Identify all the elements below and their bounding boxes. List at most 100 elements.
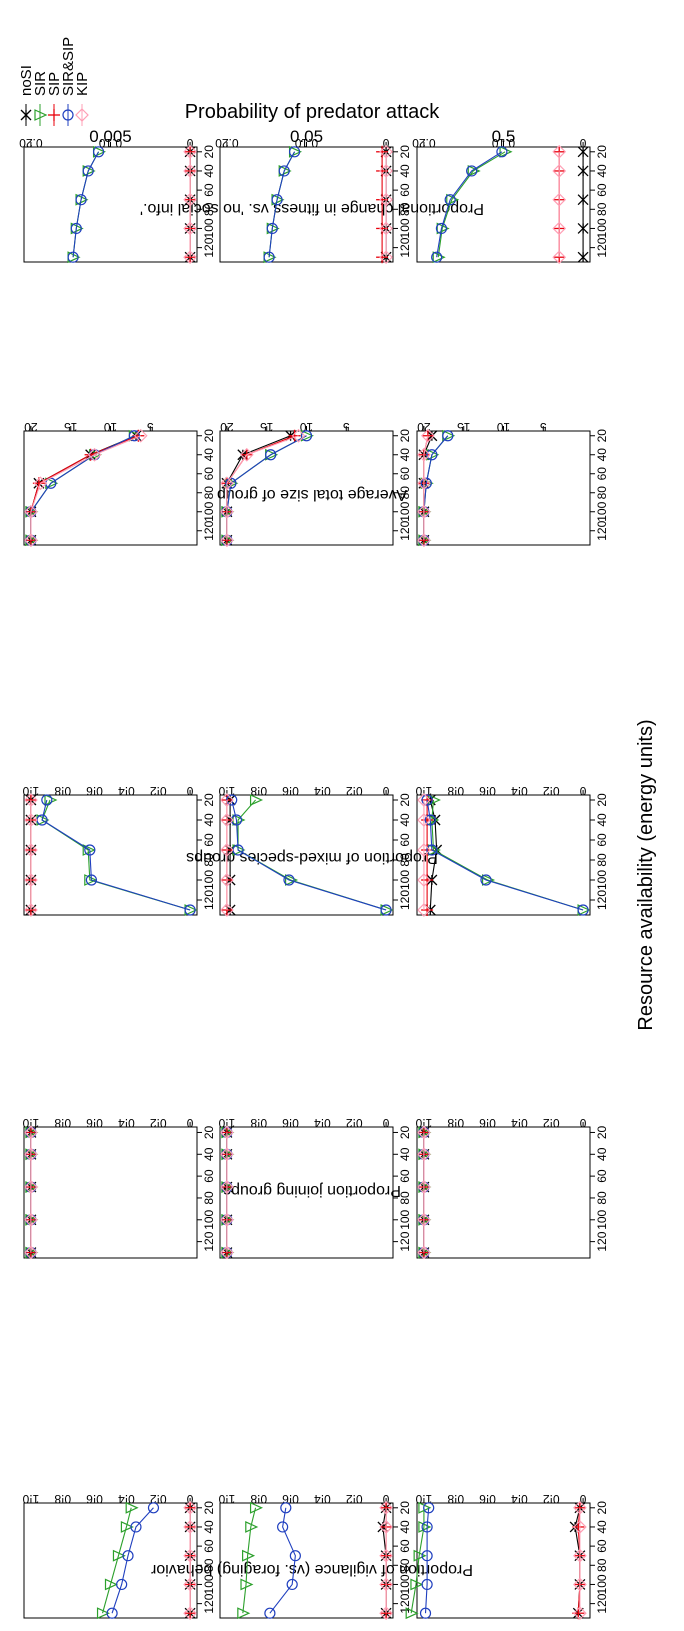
value-tick-label: 0.10 xyxy=(98,136,122,150)
legend-label: noSI xyxy=(18,65,35,96)
value-tick-label: 0 xyxy=(186,1116,193,1130)
value-tick-label: 0.4 xyxy=(511,1492,528,1506)
resource-tick-label: 100 xyxy=(202,1209,216,1229)
value-tick-label: 0.6 xyxy=(86,784,103,798)
data-point xyxy=(417,504,431,519)
data-point xyxy=(421,794,433,806)
resource-tick-label: 20 xyxy=(595,1125,609,1139)
data-point xyxy=(413,1549,427,1562)
data-point xyxy=(112,1549,126,1562)
data-point xyxy=(87,447,102,462)
data-point xyxy=(379,144,393,159)
data-point xyxy=(417,1180,431,1194)
series-line xyxy=(231,799,387,911)
value-tick-label: 0.6 xyxy=(86,1116,103,1130)
resource-tick-label: 120 xyxy=(595,520,609,540)
data-point xyxy=(417,1125,431,1140)
data-point xyxy=(183,1520,197,1534)
series-line xyxy=(431,799,584,911)
value-tick-label: 0.20 xyxy=(412,136,436,150)
resource-tick-label: 100 xyxy=(202,1574,216,1594)
data-point xyxy=(421,1521,433,1533)
resource-tick-label: 80 xyxy=(202,1558,216,1572)
series-line xyxy=(410,1507,425,1614)
shared-x-axis-label: Resource availability (energy units) xyxy=(635,719,657,1030)
value-tick-label: 0.8 xyxy=(447,1116,464,1130)
axis-label-value: Proportion of vigilance (vs. foraging) b… xyxy=(150,1561,473,1578)
legend-label: SIP xyxy=(46,72,63,96)
data-point xyxy=(271,194,283,206)
data-point xyxy=(183,1500,197,1515)
data-point xyxy=(379,250,393,265)
series-line xyxy=(30,435,141,541)
value-tick-label: 5 xyxy=(147,420,154,434)
value-tick-label: 0 xyxy=(382,1492,389,1506)
data-point xyxy=(421,1578,433,1591)
data-point xyxy=(263,251,275,263)
resource-tick-label: 120 xyxy=(595,1231,609,1251)
data-point xyxy=(278,165,290,177)
resource-tick-label: 60 xyxy=(398,833,412,847)
resource-tick-label: 120 xyxy=(398,237,412,257)
data-point xyxy=(496,146,508,158)
value-tick-label: 0 xyxy=(186,136,193,150)
data-point xyxy=(266,222,278,235)
resource-tick-label: 80 xyxy=(202,1191,216,1205)
resource-tick-label: 100 xyxy=(398,501,412,521)
data-point xyxy=(220,476,234,491)
data-point xyxy=(239,447,254,462)
value-tick-label: 0.8 xyxy=(250,1116,267,1130)
resource-tick-label: 60 xyxy=(595,1169,609,1183)
series-line xyxy=(102,1507,132,1614)
resource-tick-label: 60 xyxy=(202,1539,216,1553)
axis-label-value: Proportion joining groups xyxy=(223,1182,401,1199)
value-tick-label: 1.0 xyxy=(218,1116,235,1130)
series-line xyxy=(41,799,191,911)
data-point xyxy=(220,903,234,917)
data-point xyxy=(431,251,443,263)
data-point xyxy=(84,844,96,856)
data-point xyxy=(480,874,492,886)
value-tick-label: 1.0 xyxy=(22,784,39,798)
resource-tick-label: 120 xyxy=(202,890,216,910)
resource-tick-label: 100 xyxy=(595,1209,609,1229)
data-point xyxy=(417,903,431,917)
data-point xyxy=(84,874,98,886)
resource-tick-label: 100 xyxy=(595,501,609,521)
data-point xyxy=(183,144,197,159)
data-point xyxy=(220,793,234,807)
stratum-label: 0.5 xyxy=(492,127,516,146)
plot-layer: 0.005 0.05 0.5 Proportion of vigilance (vs.… xyxy=(19,127,609,1621)
data-point xyxy=(426,449,438,461)
series-line xyxy=(423,435,429,541)
data-point xyxy=(420,477,432,489)
data-point xyxy=(116,1578,128,1591)
data-point xyxy=(125,1501,139,1514)
series-line xyxy=(268,151,296,258)
data-point xyxy=(573,1606,587,1621)
data-point xyxy=(277,1521,289,1533)
resource-tick-label: 120 xyxy=(202,237,216,257)
value-tick-label: 0.4 xyxy=(511,784,528,798)
data-point xyxy=(379,164,393,178)
resource-tick-label: 40 xyxy=(398,164,412,178)
resource-tick-label: 120 xyxy=(595,1593,609,1613)
resource-tick-label: 60 xyxy=(398,1169,412,1183)
series-line xyxy=(41,799,191,911)
resource-tick-label: 20 xyxy=(202,1125,216,1139)
data-point xyxy=(418,1521,432,1533)
data-point xyxy=(379,1520,393,1534)
value-tick-label: 0.2 xyxy=(150,1492,167,1506)
value-tick-label: 0.20 xyxy=(215,136,239,150)
panel-frame xyxy=(416,794,591,916)
resource-tick-label: 60 xyxy=(202,833,216,847)
value-tick-label: 1.0 xyxy=(415,1492,432,1506)
value-tick-label: 0.2 xyxy=(543,1492,560,1506)
